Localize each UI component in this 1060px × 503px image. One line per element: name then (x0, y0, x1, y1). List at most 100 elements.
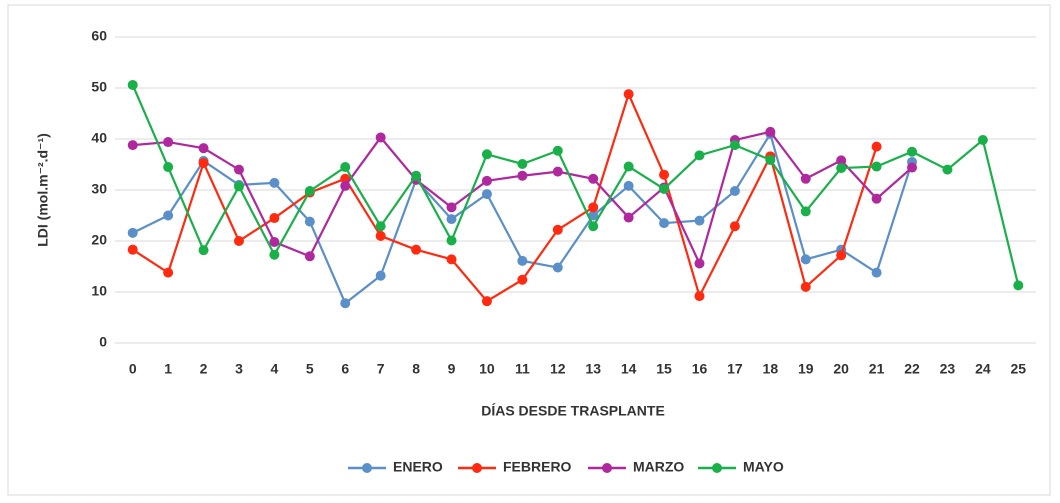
x-tick-label: 20 (833, 361, 849, 377)
data-point (659, 183, 670, 194)
data-point (375, 270, 386, 281)
data-point (481, 296, 492, 307)
legend-label: MAYO (743, 459, 784, 475)
data-point (871, 267, 882, 278)
data-point (411, 170, 422, 181)
data-point (694, 258, 705, 269)
data-point (694, 215, 705, 226)
data-point (269, 177, 280, 188)
data-point (977, 135, 988, 146)
data-point (907, 146, 918, 157)
data-point (836, 250, 847, 261)
data-point (517, 158, 528, 169)
data-point (233, 236, 244, 246)
chart-border (7, 4, 1051, 496)
data-point (127, 227, 138, 238)
data-point (269, 249, 280, 260)
data-point (446, 235, 457, 246)
x-tick-label: 17 (727, 361, 743, 377)
data-point (233, 181, 244, 192)
data-point (517, 255, 528, 266)
data-point (623, 180, 634, 191)
y-tick-label: 60 (91, 28, 107, 44)
data-point (942, 164, 953, 175)
x-tick-label: 12 (550, 361, 566, 377)
data-point (1013, 280, 1024, 291)
x-tick-label: 10 (479, 361, 495, 377)
x-tick-label: 6 (341, 361, 349, 377)
x-tick-label: 13 (585, 361, 601, 377)
data-point (304, 216, 315, 227)
legend-label: ENERO (393, 459, 443, 475)
x-tick-label: 18 (763, 361, 779, 377)
x-tick-label: 1 (164, 361, 172, 377)
data-point (198, 157, 209, 168)
x-tick-label: 19 (798, 361, 814, 377)
data-point (729, 186, 740, 197)
data-point (340, 162, 351, 173)
data-point (800, 254, 811, 265)
data-point (588, 173, 599, 184)
data-point (907, 162, 918, 173)
data-point (588, 210, 599, 221)
data-point (871, 161, 882, 172)
data-point (163, 267, 174, 278)
data-point (304, 251, 315, 262)
x-tick-label: 24 (975, 361, 991, 377)
data-point (623, 212, 634, 223)
data-point (269, 237, 280, 248)
data-point (304, 186, 315, 197)
x-tick-label: 16 (692, 361, 708, 377)
legend-label: MARZO (633, 459, 684, 475)
data-point (127, 244, 138, 255)
x-tick-label: 23 (940, 361, 956, 377)
data-point (729, 221, 740, 232)
data-point (694, 150, 705, 161)
data-point (552, 145, 563, 156)
x-tick-label: 5 (306, 361, 314, 377)
data-point (836, 155, 847, 166)
data-point (517, 170, 528, 181)
x-tick-label: 25 (1010, 361, 1026, 377)
data-point (552, 262, 563, 273)
legend-marker (712, 463, 722, 473)
data-point (446, 254, 457, 265)
x-tick-label: 0 (129, 361, 137, 377)
y-axis-title: LDI (mol.m⁻².d⁻¹) (35, 133, 51, 247)
legend-marker (472, 463, 482, 473)
legend-marker (602, 463, 612, 473)
data-point (269, 213, 280, 224)
data-point (198, 245, 209, 256)
x-tick-label: 4 (271, 361, 279, 377)
x-tick-label: 8 (412, 361, 420, 377)
data-point (163, 162, 174, 173)
data-point (517, 274, 528, 285)
data-point (552, 166, 563, 177)
data-point (552, 224, 563, 235)
x-tick-label: 9 (448, 361, 456, 377)
data-point (623, 161, 634, 172)
data-point (411, 244, 422, 255)
data-point (481, 149, 492, 160)
data-point (588, 202, 599, 213)
data-point (659, 218, 670, 229)
x-tick-label: 22 (904, 361, 920, 377)
data-point (800, 206, 811, 217)
data-point (375, 221, 386, 232)
data-point (623, 89, 634, 100)
data-point (481, 175, 492, 186)
x-tick-label: 3 (235, 361, 243, 377)
data-point (800, 281, 811, 292)
x-tick-label: 11 (515, 361, 530, 377)
x-tick-label: 14 (621, 361, 637, 377)
data-point (836, 163, 847, 174)
y-tick-label: 30 (91, 181, 107, 197)
data-point (765, 154, 776, 165)
data-point (375, 132, 386, 143)
data-point (446, 214, 457, 225)
data-point (659, 169, 670, 180)
y-tick-label: 20 (91, 232, 107, 248)
data-point (340, 298, 351, 309)
data-point (729, 140, 740, 151)
